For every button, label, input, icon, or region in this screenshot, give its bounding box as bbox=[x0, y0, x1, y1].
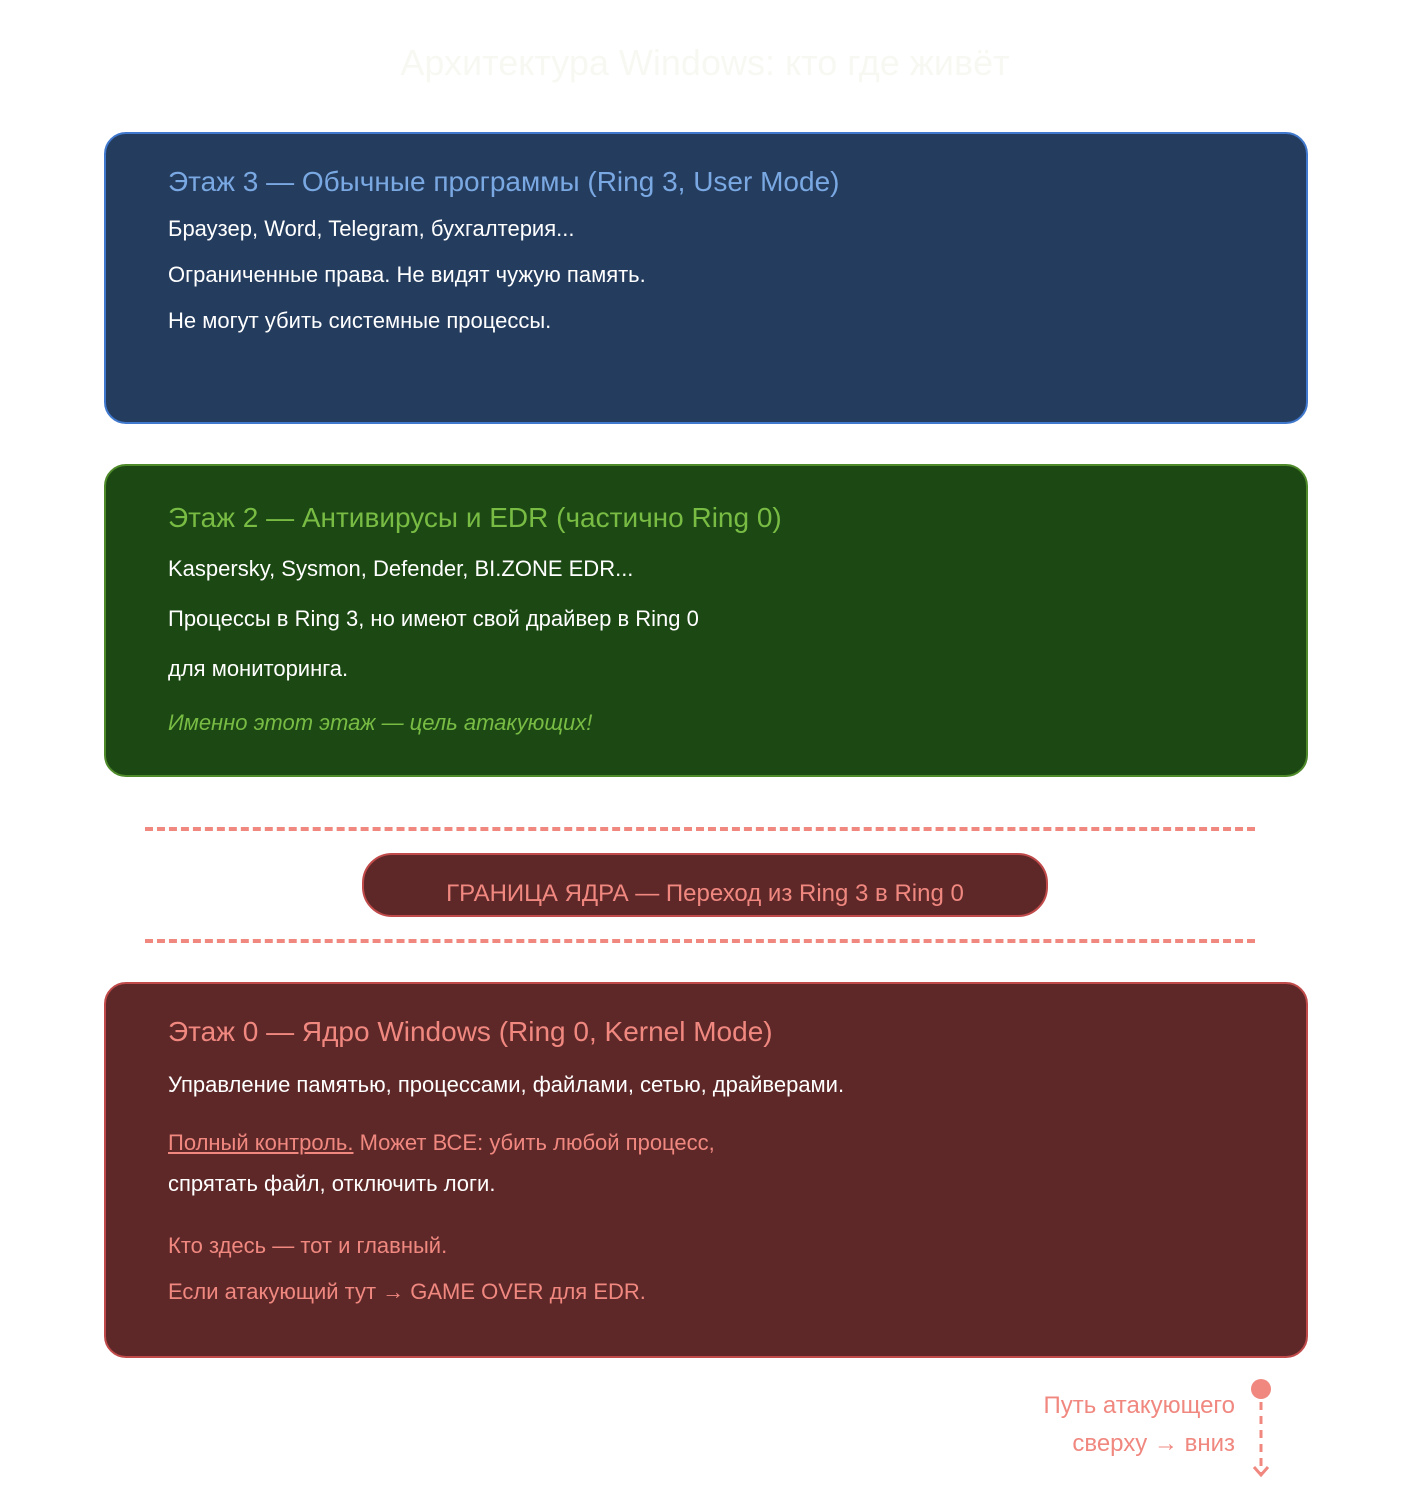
floor-2-line: Kaspersky, Sysmon, Defender, BI.ZONE EDR… bbox=[168, 556, 634, 581]
floor-0-title: Этаж 0 — Ядро Windows (Ring 0, Kernel Mo… bbox=[168, 1016, 773, 1047]
kernel-boundary-label: ГРАНИЦА ЯДРА — Переход из Ring 3 в Ring … bbox=[362, 853, 1048, 917]
boundary-line-bottom bbox=[145, 939, 1255, 943]
floor-0-line: Управление памятью, процессами, файлами,… bbox=[168, 1072, 845, 1097]
floor-3-line: Ограниченные права. Не видят чужую памят… bbox=[168, 262, 646, 287]
floor-0-line: Кто здесь — тот и главный. bbox=[168, 1233, 448, 1258]
floor-0-line: Если атакующий тут → GAME OVER для EDR. bbox=[168, 1279, 646, 1304]
floor-3-line: Браузер, Word, Telegram, бухгалтерия... bbox=[168, 216, 575, 241]
attack-path-label: Путь атакующего bbox=[1043, 1392, 1235, 1419]
floor-3-title: Этаж 3 — Обычные программы (Ring 3, User… bbox=[168, 166, 840, 197]
boundary-line-top bbox=[145, 827, 1255, 831]
diagram-title: Архитектура Windows: кто где живёт bbox=[400, 42, 1010, 83]
full-control-link[interactable]: Полный контроль. bbox=[168, 1130, 354, 1155]
floor-0-line: спрятать файл, отключить логи. bbox=[168, 1171, 496, 1196]
floor-2-line: для мониторинга. bbox=[168, 656, 349, 681]
floor-2-box: Этаж 2 — Антивирусы и EDR (частично Ring… bbox=[104, 464, 1308, 777]
floor-2-note: Именно этот этаж — цель атакующих! bbox=[168, 710, 593, 735]
attack-path-label: сверху → вниз bbox=[1072, 1430, 1235, 1457]
attack-path-arrow-icon bbox=[1251, 1379, 1271, 1478]
floor-0-line: Может ВСЕ: убить любой процесс, bbox=[353, 1130, 715, 1155]
floor-2-title: Этаж 2 — Антивирусы и EDR (частично Ring… bbox=[168, 502, 782, 533]
floor-3-box: Этаж 3 — Обычные программы (Ring 3, User… bbox=[104, 132, 1308, 424]
floor-2-line: Процессы в Ring 3, но имеют свой драйвер… bbox=[168, 606, 699, 631]
floor-0-box: Этаж 0 — Ядро Windows (Ring 0, Kernel Mo… bbox=[104, 982, 1308, 1358]
floor-3-line: Не могут убить системные процессы. bbox=[168, 308, 552, 333]
